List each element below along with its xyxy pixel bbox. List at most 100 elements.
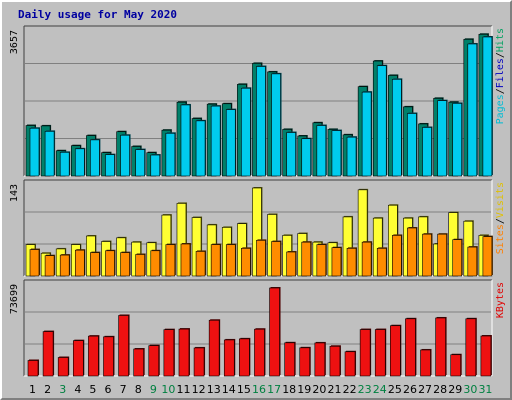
- bar-files-day-31: [482, 36, 493, 177]
- bar-sites-day-19: [301, 241, 312, 277]
- bar-sites-day-13: [210, 244, 221, 277]
- bar-kbytes-day-10: [163, 329, 175, 377]
- day-label-18: 18: [282, 383, 296, 396]
- bar-files-day-1: [29, 127, 40, 177]
- day-label-23: 23: [358, 383, 372, 396]
- bar-sites-day-23: [361, 241, 372, 277]
- bar-files-day-24: [376, 65, 387, 177]
- legend-entry-pages: Pages: [495, 94, 506, 124]
- bar-files-day-5: [90, 139, 100, 177]
- legend-separator: /: [495, 52, 506, 58]
- bar-kbytes-day-30: [465, 318, 477, 377]
- day-label-17: 17: [267, 383, 281, 396]
- bar-files-day-20: [316, 125, 327, 177]
- bar-sites-day-22: [346, 248, 357, 277]
- day-label-26: 26: [403, 383, 417, 396]
- bar-kbytes-day-7: [118, 315, 129, 377]
- day-label-19: 19: [297, 383, 311, 396]
- bar-files-day-18: [286, 132, 296, 177]
- day-label-11: 11: [177, 383, 191, 396]
- bar-sites-day-24: [376, 248, 387, 277]
- bar-kbytes-day-13: [208, 319, 220, 377]
- bar-kbytes-day-16: [254, 328, 265, 377]
- bar-files-day-21: [331, 130, 342, 177]
- bar-kbytes-day-5: [88, 335, 99, 377]
- bar-kbytes-day-20: [314, 342, 326, 377]
- day-label-22: 22: [343, 383, 357, 396]
- day-label-16: 16: [252, 383, 266, 396]
- bar-kbytes-day-8: [133, 348, 144, 377]
- bar-kbytes-day-12: [193, 347, 205, 377]
- bar-kbytes-day-2: [42, 331, 54, 377]
- bar-files-day-3: [59, 152, 70, 177]
- bar-sites-day-3: [59, 254, 70, 277]
- day-label-5: 5: [89, 383, 96, 396]
- panel-1-legend: Pages/Files/Hits: [495, 28, 506, 124]
- panel-3-legend: KBytes: [495, 282, 506, 318]
- bar-sites-day-5: [90, 252, 100, 277]
- bar-files-day-29: [452, 103, 463, 177]
- bar-kbytes-day-3: [57, 357, 69, 377]
- bar-kbytes-day-14: [223, 339, 235, 377]
- panel-2-legend: Sites/Visits: [495, 182, 506, 254]
- bar-kbytes-day-18: [284, 342, 295, 377]
- bar-kbytes-day-27: [420, 349, 431, 377]
- bar-files-day-27: [422, 127, 432, 177]
- day-label-6: 6: [105, 383, 112, 396]
- bar-sites-day-14: [225, 244, 236, 277]
- panel-1-max-label: 3657: [9, 30, 20, 54]
- bar-files-day-8: [135, 149, 145, 177]
- bar-sites-day-7: [120, 252, 130, 277]
- bar-files-day-15: [241, 87, 251, 177]
- bar-files-day-28: [437, 100, 447, 177]
- bar-kbytes-day-28: [435, 317, 446, 377]
- bar-sites-day-31: [482, 236, 493, 277]
- bar-files-day-14: [225, 109, 236, 177]
- day-label-2: 2: [44, 383, 51, 396]
- bar-kbytes-day-15: [239, 338, 250, 377]
- bar-files-day-4: [74, 148, 85, 177]
- bar-kbytes-day-6: [103, 336, 114, 377]
- bar-sites-day-28: [437, 233, 447, 277]
- day-label-10: 10: [161, 383, 175, 396]
- bar-kbytes-day-9: [148, 345, 160, 377]
- bar-sites-day-20: [316, 244, 327, 277]
- bar-files-day-26: [407, 113, 417, 177]
- bar-files-day-9: [150, 154, 161, 177]
- day-label-24: 24: [373, 383, 387, 396]
- bar-files-day-23: [361, 91, 372, 177]
- bar-files-day-7: [120, 134, 130, 177]
- bar-files-day-10: [165, 132, 176, 177]
- bar-sites-day-25: [392, 235, 402, 277]
- bar-files-day-13: [210, 105, 221, 177]
- chart-title: Daily usage for May 2020: [18, 8, 177, 21]
- panel-3-max-label: 73699: [9, 284, 20, 314]
- bar-sites-day-10: [165, 244, 176, 277]
- day-label-3: 3: [59, 383, 66, 396]
- legend-separator: /: [495, 88, 506, 94]
- day-label-13: 13: [207, 383, 221, 396]
- bar-kbytes-day-25: [390, 325, 401, 377]
- bar-kbytes-day-4: [72, 340, 84, 377]
- legend-entry-kbytes: KBytes: [495, 282, 506, 318]
- bar-kbytes-day-26: [405, 318, 416, 377]
- bar-files-day-2: [44, 131, 55, 177]
- bar-kbytes-day-11: [178, 328, 190, 377]
- bar-files-day-6: [105, 154, 115, 177]
- bar-sites-day-27: [422, 233, 432, 277]
- day-label-20: 20: [312, 383, 326, 396]
- bar-sites-day-18: [286, 251, 296, 277]
- bar-sites-day-17: [271, 241, 281, 277]
- bar-sites-day-26: [407, 227, 417, 277]
- bar-sites-day-15: [241, 248, 251, 277]
- bar-sites-day-16: [256, 240, 266, 277]
- bar-kbytes-day-29: [450, 354, 462, 377]
- day-label-28: 28: [433, 383, 447, 396]
- legend-entry-sites: Sites: [495, 224, 506, 254]
- day-label-4: 4: [74, 383, 81, 396]
- bar-files-day-25: [392, 79, 402, 177]
- bar-kbytes-day-24: [374, 329, 386, 377]
- day-label-9: 9: [150, 383, 157, 396]
- legend-entry-files: Files: [495, 58, 506, 88]
- day-label-31: 31: [478, 383, 492, 396]
